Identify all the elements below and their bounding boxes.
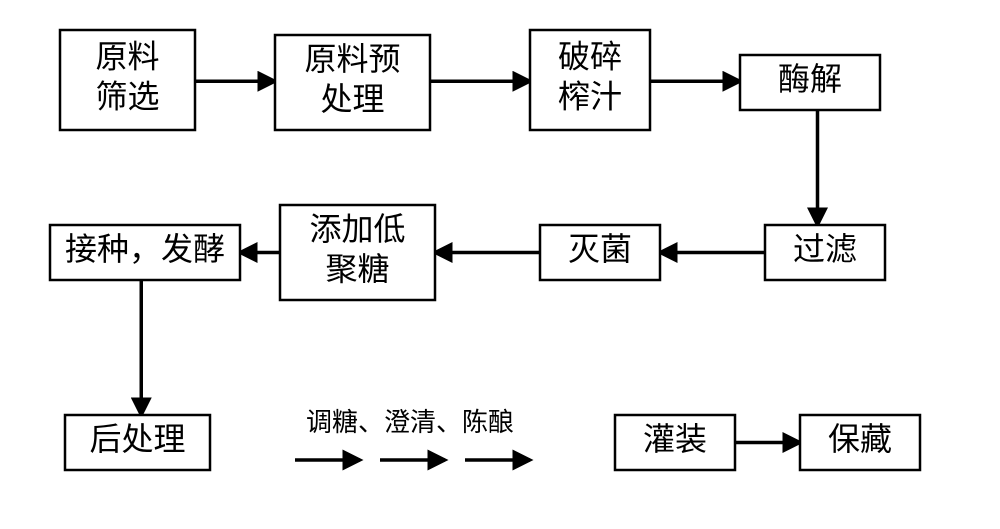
flow-node-label: 原料 (95, 38, 159, 74)
flow-node-label: 聚糖 (325, 251, 389, 287)
flow-node-label: 灌装 (643, 421, 707, 457)
flow-node-n8: 接种，发酵 (50, 225, 240, 280)
flow-node-label: 灭菌 (568, 231, 632, 267)
flow-node-label: 原料预 (304, 41, 400, 77)
flow-node-n6: 灭菌 (540, 225, 660, 280)
flow-node-n11: 保藏 (800, 415, 920, 470)
flow-node-n4: 酶解 (740, 55, 880, 110)
flow-node-label: 榨汁 (558, 78, 622, 114)
flow-node-label: 后处理 (89, 421, 185, 457)
annotation-label: 调糖、澄清、陈酿 (306, 408, 514, 437)
flow-node-n5: 过滤 (765, 225, 885, 280)
flow-node-label: 处理 (320, 81, 384, 117)
flow-node-n2: 原料预处理 (275, 35, 430, 130)
flow-node-n3: 破碎榨汁 (530, 30, 650, 130)
flow-node-n9: 后处理 (65, 415, 210, 470)
flow-node-n7: 添加低聚糖 (280, 205, 435, 300)
flow-node-label: 破碎 (558, 38, 622, 74)
flow-node-label: 过滤 (793, 231, 857, 267)
flow-node-label: 酶解 (778, 61, 842, 97)
flow-node-n10: 灌装 (615, 415, 735, 470)
flow-node-label: 接种，发酵 (65, 231, 225, 267)
flowchart-canvas: 原料筛选原料预处理破碎榨汁酶解过滤灭菌添加低聚糖接种，发酵后处理灌装保藏调糖、澄… (0, 0, 1000, 529)
flow-node-n1: 原料筛选 (60, 30, 195, 130)
flow-node-label: 保藏 (828, 421, 892, 457)
flow-node-label: 筛选 (95, 78, 159, 114)
flow-node-label: 添加低 (309, 211, 405, 247)
